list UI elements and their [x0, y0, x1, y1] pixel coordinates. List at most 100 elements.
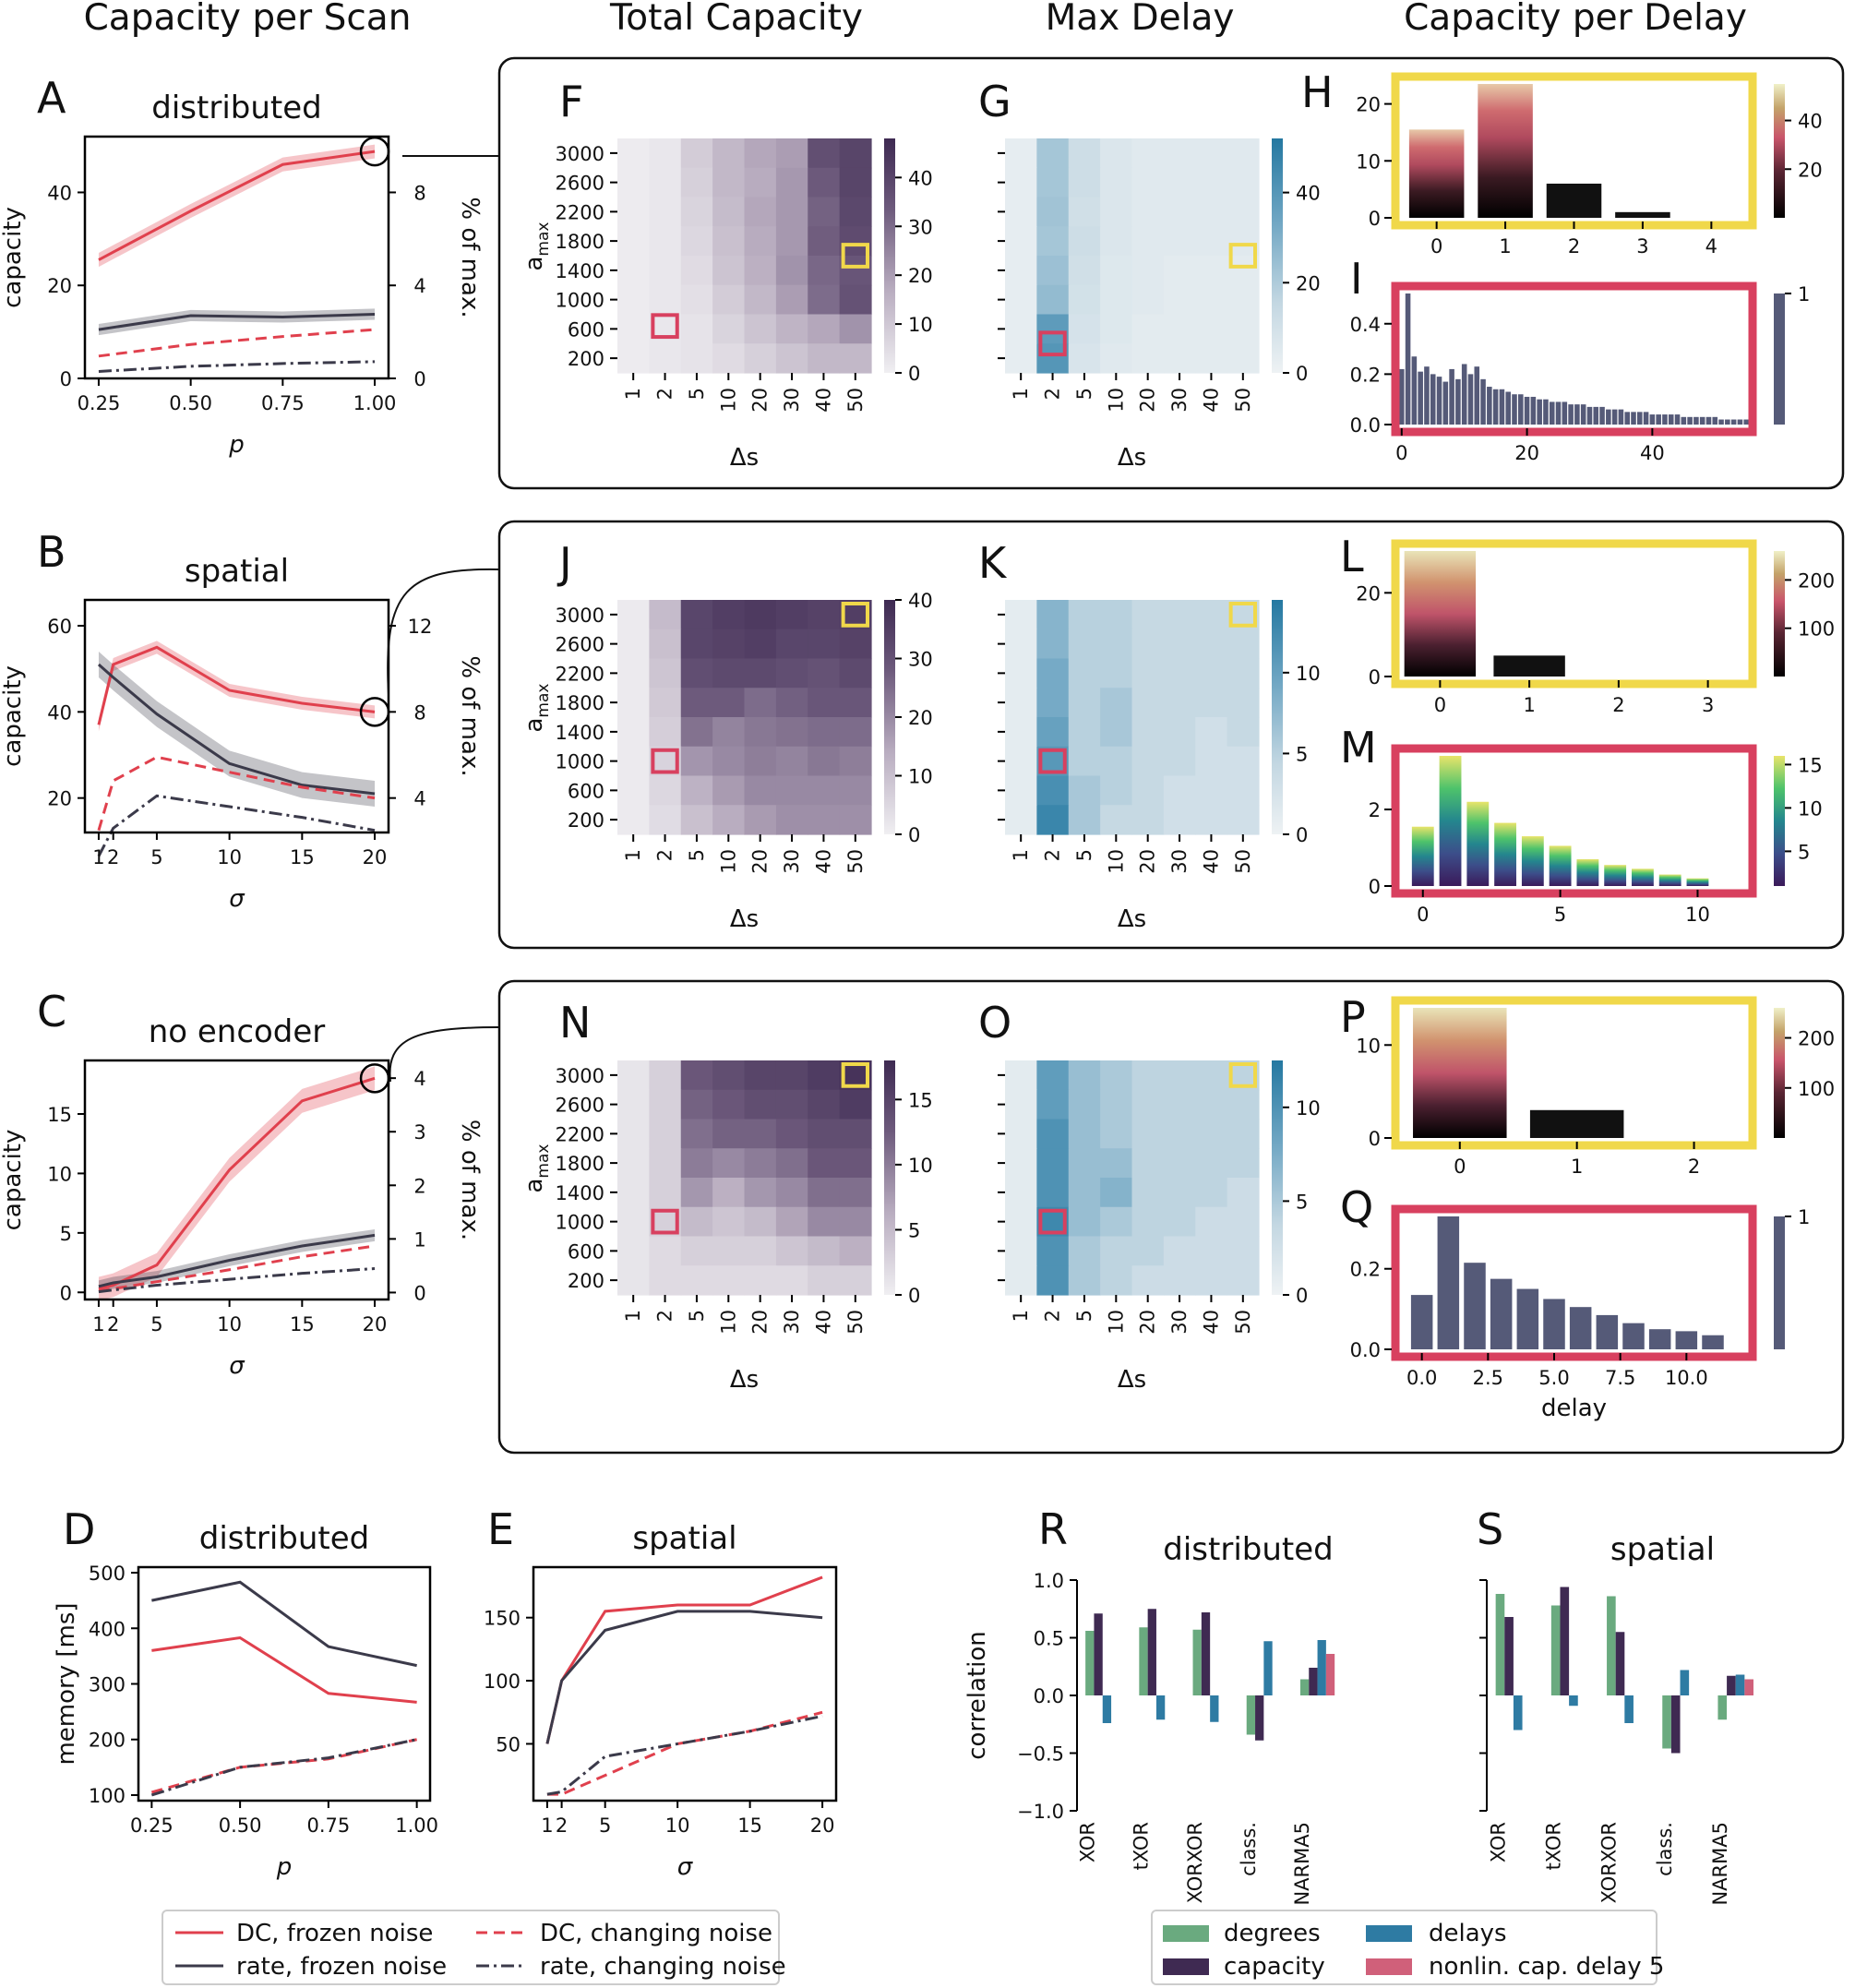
heatmap-cell-J	[744, 688, 777, 718]
heatmap-cell-G	[1036, 284, 1070, 316]
x-tick-label-N: 1	[622, 1310, 644, 1322]
colorbar-tick-label-I: 1	[1798, 283, 1810, 305]
x-tick-label-J: 1	[622, 849, 644, 861]
x-axis-label-G: Δs	[1118, 444, 1146, 472]
heatmap-cell-K	[1195, 658, 1228, 689]
heatmap-cell-G	[1163, 197, 1196, 227]
x-tick-label-O: 2	[1042, 1310, 1064, 1322]
heatmap-cell-F	[649, 197, 682, 227]
bar-S-degrees	[1550, 1605, 1561, 1695]
heatmap-cell-O	[1227, 1178, 1260, 1208]
bar-Q	[1569, 1307, 1592, 1349]
heatmap-cell-K	[1227, 688, 1260, 718]
bar-I	[1562, 401, 1568, 425]
heatmap-cell-O	[1195, 1236, 1228, 1266]
heatmap-cell-N	[839, 1119, 872, 1149]
y-tick-label-L: 20	[1356, 582, 1381, 605]
panel-letter-L: L	[1340, 532, 1364, 581]
heatmap-cell-O	[1036, 1119, 1070, 1149]
heatmap-cell-F	[649, 138, 682, 169]
heatmap-cell-J	[617, 746, 650, 777]
x-tick-label-N: 20	[749, 1310, 772, 1335]
x-axis-label-N: Δs	[730, 1366, 759, 1394]
heatmap-cell-N	[744, 1148, 777, 1179]
x-tick-label-Q: 0.0	[1406, 1367, 1437, 1389]
bar-Q	[1675, 1331, 1698, 1349]
heatmap-cell-G	[1005, 138, 1037, 169]
heatmap-cell-O	[1005, 1060, 1037, 1091]
heatmap-cell-G	[1195, 167, 1228, 198]
x-tick-label-N: 40	[812, 1310, 834, 1335]
colorbar-tick-label-F: 40	[908, 167, 933, 189]
x-tick-label-E: 2	[556, 1814, 568, 1837]
y-tick-label-R: 0.0	[1034, 1685, 1064, 1707]
x-tick-label-D: 1.00	[395, 1814, 438, 1837]
x-tick-label-J: 20	[749, 849, 772, 874]
heatmap-cell-N	[775, 1119, 808, 1149]
x-tick-label-J: 50	[844, 849, 867, 874]
series-line-E-1	[545, 1610, 823, 1744]
heatmap-cell-F	[775, 197, 808, 227]
bar-I	[1699, 416, 1705, 425]
bar-S-delays	[1680, 1670, 1690, 1695]
bar-R-delays	[1102, 1695, 1112, 1723]
y2-tick-label-B: 12	[408, 616, 433, 638]
heatmap-cell-F	[808, 167, 841, 198]
heatmap-cell-N	[680, 1060, 713, 1091]
bar-I	[1418, 371, 1423, 425]
heatmap-cell-K	[1005, 658, 1037, 689]
heatmap-cell-G	[1131, 226, 1165, 257]
chart-title-S: spatial	[1610, 1531, 1715, 1568]
y2-tick-label-A: 8	[413, 182, 425, 204]
heatmap-cell-G	[1131, 343, 1165, 374]
heatmap-cell-F	[617, 256, 650, 286]
heatmap-cell-J	[680, 658, 713, 689]
series-line-C-2	[98, 1244, 376, 1293]
x-tick-label-M: 5	[1554, 904, 1566, 926]
bar-I	[1668, 414, 1674, 425]
chart-S: XOR tXOR XORXOR class. NARMA5 spatial	[1479, 1531, 1753, 1906]
x-tick-label-C: 20	[363, 1313, 388, 1335]
heatmap-cell-F	[680, 226, 713, 257]
plot-frame-E	[532, 1565, 838, 1802]
colorbar-tick-label-K: 0	[1296, 824, 1308, 846]
x-tick-label-E: 15	[737, 1814, 762, 1837]
heatmap-cell-N	[712, 1119, 746, 1149]
heatmap-cell-J	[808, 775, 841, 806]
heatmap-cell-O	[1227, 1206, 1260, 1238]
heatmap-cell-G	[1163, 256, 1196, 286]
colorbar-tick-label-Q: 1	[1798, 1206, 1810, 1228]
heatmap-cell-N	[808, 1089, 841, 1120]
heatmap-cell-G	[1163, 167, 1196, 198]
x-tick-label-N: 10	[717, 1310, 739, 1335]
heatmap-cell-G	[1195, 138, 1228, 169]
x-tick-label-F: 5	[686, 388, 708, 400]
x-tick-label-G: 20	[1137, 388, 1159, 413]
y-tick-label-D: 300	[89, 1674, 126, 1696]
x-tick-label-Q: 5.0	[1538, 1367, 1569, 1389]
heatmap-cell-K	[1131, 746, 1165, 777]
legend-scan-box	[162, 1910, 780, 1985]
heatmap-cell-J	[839, 805, 872, 835]
bar-I	[1436, 377, 1442, 425]
bar-I	[1618, 409, 1624, 425]
colorbar-tick-label-P: 200	[1798, 1028, 1835, 1050]
colorbar-tick-label-O: 0	[1296, 1285, 1308, 1307]
heatmap-cell-F	[744, 314, 777, 344]
heatmap-cell-K	[1131, 688, 1165, 718]
x-tick-label-G: 40	[1200, 388, 1222, 413]
x-tick-label-B: 1	[92, 846, 104, 868]
heatmap-cell-F	[712, 226, 746, 257]
heatmap-cell-G	[1100, 138, 1133, 169]
heatmap-cell-O	[1163, 1178, 1196, 1208]
heatmap-cell-K	[1163, 805, 1196, 835]
heatmap-cell-G	[1163, 226, 1196, 257]
y-tick-label-L: 0	[1369, 666, 1381, 689]
series-line-C-0	[98, 1076, 376, 1290]
y-axis-label-subscript: max	[534, 684, 553, 718]
heatmap-cell-F	[680, 138, 713, 169]
bar-I	[1730, 419, 1737, 425]
y-tick-label-F: 3000	[556, 143, 604, 165]
